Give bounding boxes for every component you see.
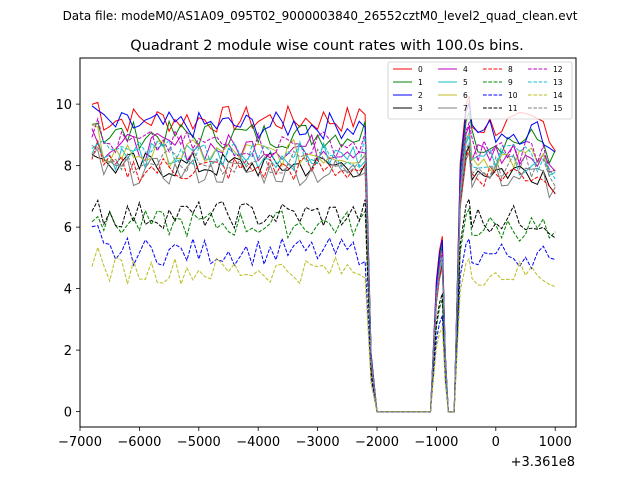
series-layer xyxy=(91,95,556,413)
legend-label-14: 14 xyxy=(553,91,563,100)
x-tick-label: −1000 xyxy=(414,435,458,450)
series-line-9 xyxy=(91,207,556,413)
legend-label-7: 7 xyxy=(463,104,468,113)
x-tick-label: −4000 xyxy=(236,435,280,450)
legend-label-5: 5 xyxy=(463,78,468,87)
y-tick-label: 6 xyxy=(64,221,72,236)
series-line-7 xyxy=(91,144,556,413)
x-tick-label: −5000 xyxy=(177,435,221,450)
series-line-8 xyxy=(91,139,556,413)
legend-label-1: 1 xyxy=(418,78,423,87)
legend-label-13: 13 xyxy=(553,78,563,87)
legend-label-8: 8 xyxy=(508,65,513,74)
series-line-13 xyxy=(91,132,556,413)
legend-label-11: 11 xyxy=(508,104,518,113)
x-tick-label: 1000 xyxy=(539,435,572,450)
legend-label-2: 2 xyxy=(418,91,423,100)
y-axis: 0 2 4 6 8 10 xyxy=(55,98,80,421)
y-tick-label: 8 xyxy=(64,160,72,175)
series-line-6 xyxy=(91,124,556,413)
x-offset-label: +3.361e8 xyxy=(511,455,575,470)
x-tick-label: −3000 xyxy=(296,435,340,450)
x-tick-label: −2000 xyxy=(355,435,399,450)
legend-label-10: 10 xyxy=(508,91,518,100)
plot-area: −7000 −6000 −5000 −4000 −3000 −2000 −1000 0 1000… xyxy=(55,57,577,470)
legend-label-15: 15 xyxy=(553,104,563,113)
legend-label-12: 12 xyxy=(553,65,563,74)
suptitle: Data file: modeM0/AS1A09_095T02_90000038… xyxy=(63,9,578,23)
series-line-15 xyxy=(91,142,556,413)
series-line-2 xyxy=(91,102,556,413)
legend-label-9: 9 xyxy=(508,78,513,87)
plot-frame xyxy=(79,57,577,428)
series-line-11 xyxy=(91,197,556,413)
chart-title: Quadrant 2 module wise count rates with … xyxy=(130,38,524,54)
x-tick-label: −6000 xyxy=(117,435,161,450)
series-line-10 xyxy=(91,225,556,413)
legend-box xyxy=(387,61,573,120)
x-axis: −7000 −6000 −5000 −4000 −3000 −2000 −1000 0 1000 xyxy=(58,427,572,450)
x-tick-label: −7000 xyxy=(58,435,102,450)
y-tick-label: 2 xyxy=(64,344,72,359)
legend-label-3: 3 xyxy=(418,104,423,113)
legend-label-4: 4 xyxy=(463,65,468,74)
legend-label-6: 6 xyxy=(463,91,468,100)
series-line-1 xyxy=(91,110,556,413)
y-tick-label: 4 xyxy=(64,283,72,298)
y-tick-label: 0 xyxy=(64,406,72,421)
x-tick-label: 0 xyxy=(492,435,500,450)
y-tick-label: 10 xyxy=(55,98,72,113)
legend-label-0: 0 xyxy=(418,65,423,74)
series-line-14 xyxy=(91,245,556,413)
